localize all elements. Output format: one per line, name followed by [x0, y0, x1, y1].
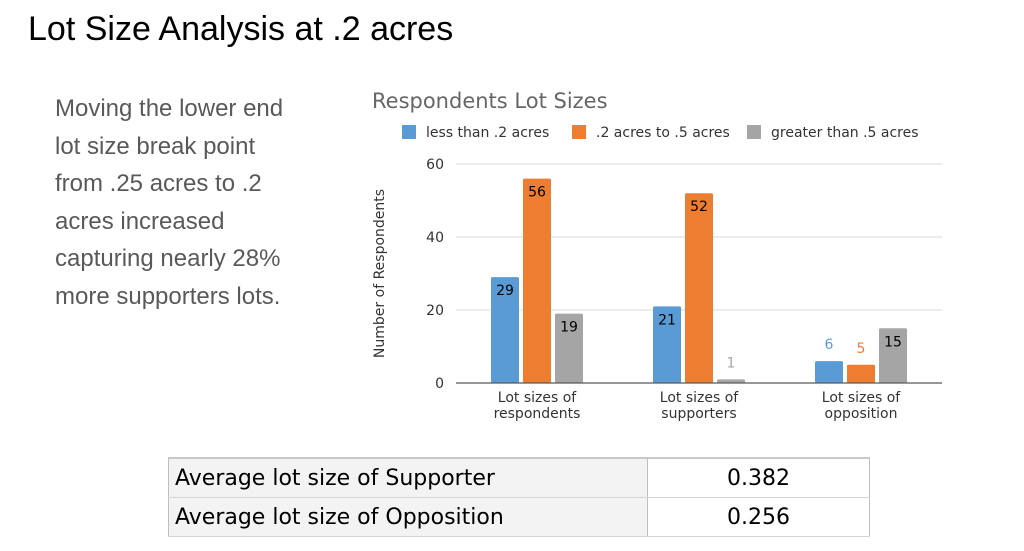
bar	[491, 277, 519, 383]
bar	[685, 193, 713, 383]
y-tick-label: 60	[426, 157, 444, 173]
summary-table: Average lot size of Supporter 0.382 Aver…	[168, 457, 870, 537]
x-tick-label-line: Lot sizes of	[498, 390, 578, 406]
x-tick-label: Lot sizes of opposition	[822, 390, 902, 422]
table-row: Average lot size of Opposition 0.256	[168, 497, 870, 537]
data-label: 29	[496, 283, 514, 299]
table-cell-label: Average lot size of Supporter	[168, 457, 648, 498]
legend-label: less than .2 acres	[426, 125, 549, 141]
legend-swatch	[572, 125, 586, 139]
data-label: 19	[560, 320, 578, 336]
chart-title: Respondents Lot Sizes	[372, 89, 608, 113]
bar	[847, 364, 875, 383]
chart: Respondents Lot Sizes less than .2 acres.…	[360, 78, 960, 438]
data-label: 56	[528, 185, 546, 201]
legend-swatch	[402, 125, 416, 139]
bar	[523, 178, 551, 383]
x-tick-label-line: Lot sizes of	[660, 390, 740, 406]
summary-table-container: Average lot size of Supporter 0.382 Aver…	[168, 457, 870, 537]
legend-label: greater than .5 acres	[771, 125, 919, 141]
x-tick-label-line: opposition	[825, 406, 898, 422]
bar	[815, 361, 843, 383]
table-cell-label: Average lot size of Opposition	[168, 497, 648, 537]
y-tick-label: 0	[435, 376, 444, 392]
x-tick-label-line: supporters	[661, 406, 736, 422]
bar	[879, 328, 907, 383]
body-text: Moving the lower end lot size break poin…	[55, 95, 284, 310]
legend-label: .2 acres to .5 acres	[596, 125, 730, 141]
x-tick-label: Lot sizes of supporters	[660, 390, 740, 422]
legend-swatch	[747, 125, 761, 139]
bar	[555, 313, 583, 383]
bar	[717, 379, 745, 383]
data-label: 21	[658, 312, 676, 328]
x-tick-label-line: respondents	[494, 406, 581, 422]
data-label: 6	[825, 337, 834, 353]
data-label: 15	[884, 334, 902, 350]
bar	[653, 306, 681, 383]
table-cell-value: 0.382	[647, 457, 870, 498]
table-row: Average lot size of Supporter 0.382	[168, 457, 870, 498]
data-label: 5	[857, 341, 866, 357]
x-tick-label-line: Lot sizes of	[822, 390, 902, 406]
y-axis-label: Number of Respondents	[372, 189, 388, 358]
slide-title: Lot Size Analysis at .2 acres	[28, 10, 454, 48]
data-label: 1	[727, 355, 736, 371]
y-tick-label: 20	[426, 303, 444, 319]
y-tick-label: 40	[426, 230, 444, 246]
chart-svg: Respondents Lot Sizes less than .2 acres.…	[372, 89, 942, 422]
data-label: 52	[690, 199, 708, 215]
x-tick-label: Lot sizes of respondents	[494, 390, 581, 422]
table-cell-value: 0.256	[647, 497, 870, 537]
